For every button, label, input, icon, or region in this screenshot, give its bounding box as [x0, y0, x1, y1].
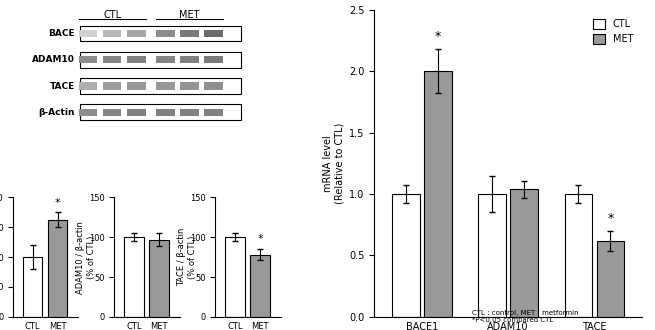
Text: *: *: [55, 198, 60, 208]
Bar: [565, 194, 592, 317]
Bar: [149, 240, 168, 317]
Text: BACE: BACE: [48, 29, 75, 38]
Bar: [103, 30, 121, 37]
Text: CTL: CTL: [103, 10, 121, 20]
Bar: [157, 82, 175, 90]
Bar: [79, 56, 98, 63]
Text: CTL : control, MET : metformin
*P<0.05 compared CTL: CTL : control, MET : metformin *P<0.05 c…: [472, 310, 578, 323]
Y-axis label: ADAM10 / β-actin
(% of CTL): ADAM10 / β-actin (% of CTL): [76, 221, 96, 294]
Bar: [23, 257, 43, 317]
Bar: [157, 30, 175, 37]
Bar: [80, 52, 240, 68]
Text: *: *: [257, 234, 263, 245]
Bar: [180, 56, 199, 63]
Text: *: *: [607, 212, 614, 225]
Bar: [127, 109, 145, 116]
Bar: [424, 71, 451, 317]
Y-axis label: TACE / β-actin
(% of CTL): TACE / β-actin (% of CTL): [177, 228, 197, 286]
Bar: [48, 219, 67, 317]
Bar: [478, 194, 506, 317]
Legend: CTL, MET: CTL, MET: [590, 15, 637, 48]
Bar: [124, 237, 143, 317]
Text: MET: MET: [179, 10, 200, 20]
Bar: [250, 255, 270, 317]
Bar: [204, 30, 223, 37]
Bar: [103, 56, 121, 63]
Bar: [80, 26, 240, 41]
Text: *: *: [435, 30, 441, 43]
Text: β-Actin: β-Actin: [38, 108, 75, 117]
Bar: [180, 109, 199, 116]
Bar: [204, 109, 223, 116]
Bar: [127, 30, 145, 37]
Bar: [127, 82, 145, 90]
Text: ADAM10: ADAM10: [31, 55, 75, 64]
Bar: [80, 78, 240, 94]
Bar: [157, 56, 175, 63]
Bar: [157, 109, 175, 116]
Bar: [510, 189, 538, 317]
Bar: [103, 109, 121, 116]
Bar: [180, 30, 199, 37]
Bar: [103, 82, 121, 90]
Bar: [79, 109, 98, 116]
Text: TACE: TACE: [49, 82, 75, 90]
Bar: [79, 30, 98, 37]
Bar: [392, 194, 420, 317]
Bar: [225, 237, 245, 317]
Bar: [597, 241, 624, 317]
Y-axis label: mRNA level
(Relative to CTL): mRNA level (Relative to CTL): [322, 123, 345, 204]
Bar: [127, 56, 145, 63]
Bar: [204, 82, 223, 90]
Bar: [180, 82, 199, 90]
Bar: [79, 82, 98, 90]
Bar: [80, 104, 240, 120]
Bar: [204, 56, 223, 63]
